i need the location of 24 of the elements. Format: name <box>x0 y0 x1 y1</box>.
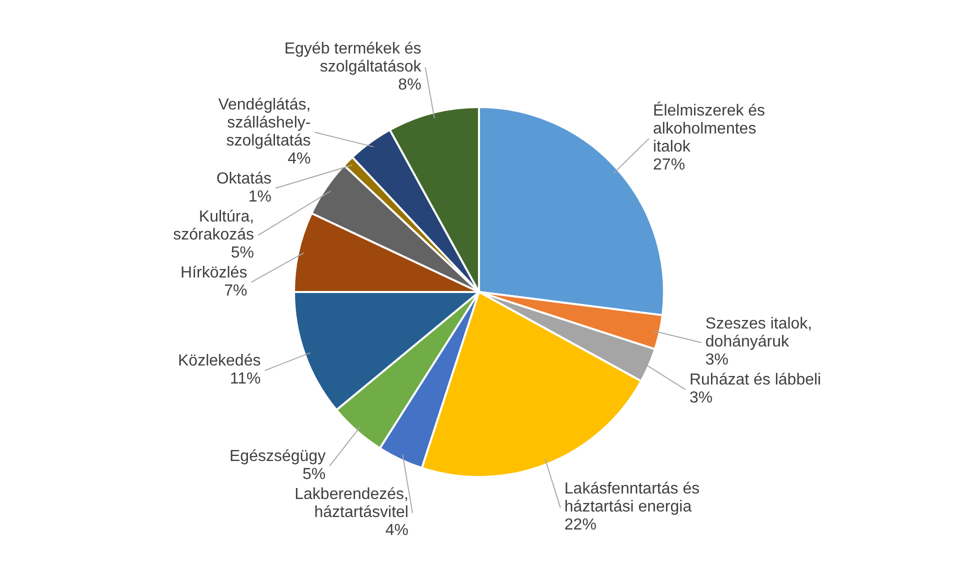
data-label: 4% <box>385 522 408 540</box>
data-label: 22% <box>564 516 596 534</box>
slice-label: Egyéb termékek és szolgáltatások <box>284 40 422 76</box>
data-label: 3% <box>689 390 713 407</box>
data-label: 4% <box>288 150 311 168</box>
slice-label: Kultúra, szórakozás <box>173 208 254 244</box>
slice-label: Élelmiszerek és alkoholmentes italok <box>653 102 766 156</box>
data-label: 5% <box>230 244 254 262</box>
data-label: 7% <box>224 282 248 300</box>
data-label: 11% <box>230 370 261 388</box>
data-label: 3% <box>705 352 729 369</box>
slice-label: Lakberendezés, háztartásvitel <box>294 486 408 522</box>
slice-label: Vendéglátás, szálláshely-szolgáltatás <box>218 96 311 150</box>
data-label: 8% <box>398 76 422 94</box>
slice-label: Ruházat és lábbeli <box>689 372 822 389</box>
slice-label: Lakásfenntartás és háztartási energia <box>564 480 700 516</box>
slice-label: Hírközlés <box>180 264 248 282</box>
slice-label: Szeszes italok, dohányáruk <box>705 316 812 351</box>
data-label: 1% <box>248 188 272 206</box>
data-label: 27% <box>653 156 686 174</box>
slice-label: Egészségügy <box>230 448 326 466</box>
slice-label: Oktatás <box>216 170 272 188</box>
data-label: 5% <box>302 466 326 484</box>
slice-label: Közlekedés <box>178 352 261 370</box>
